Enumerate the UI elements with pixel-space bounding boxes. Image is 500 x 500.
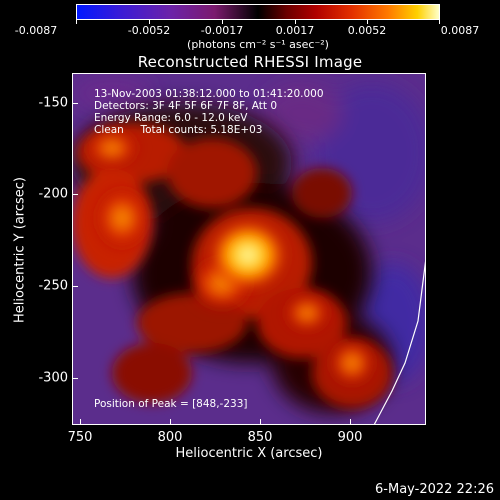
colorbar-tick (222, 20, 223, 24)
y-tick (72, 378, 78, 379)
colorbar-tick-label: 0.0087 (440, 24, 480, 37)
y-tick (72, 286, 78, 287)
colorbar-tick (295, 20, 296, 24)
plot-date: 6-May-2022 22:26 (375, 482, 494, 497)
colorbar-tick (149, 20, 150, 24)
reconstructed-image (72, 73, 426, 425)
colorbar-units: (photons cm⁻² s⁻¹ asec⁻²) (187, 38, 329, 51)
colorbar-tick-label: -0.0017 (200, 24, 244, 37)
y-tick-label: -250 (38, 278, 68, 294)
colorbar-tick (439, 20, 440, 24)
colorbar-tick-label: -0.0087 (14, 24, 58, 37)
image-title: Reconstructed RHESSI Image (137, 53, 363, 71)
x-tick-label: 750 (67, 430, 93, 445)
peak-position-text: Position of Peak = [848,-233] (94, 398, 248, 410)
energy-range-text: Energy Range: 6.0 - 12.0 keV (94, 112, 248, 124)
x-tick (170, 419, 171, 425)
y-tick (72, 103, 78, 104)
x-tick-label: 850 (247, 430, 273, 445)
colorbar-tick-label: 0.0052 (347, 24, 387, 37)
x-tick (80, 419, 81, 425)
y-axis-label: Heliocentric Y (arcsec) (12, 177, 28, 323)
colorbar-tick (367, 20, 368, 24)
colorbar-tick-label: 0.0017 (275, 24, 315, 37)
colorbar-tick (76, 20, 77, 24)
image-canvas (72, 73, 426, 425)
y-tick-label: -150 (38, 95, 68, 111)
x-tick-label: 800 (157, 430, 183, 445)
colorbar-tick-label: -0.0052 (127, 24, 171, 37)
x-tick (260, 419, 261, 425)
clean-counts-text: Clean Total counts: 5.18E+03 (94, 124, 263, 136)
detectors-text: Detectors: 3F 4F 5F 6F 7F 8F, Att 0 (94, 100, 278, 112)
y-tick (72, 194, 78, 195)
peak-source (208, 219, 288, 291)
time-range-text: 13-Nov-2003 01:38:12.000 to 01:41:20.000 (94, 88, 324, 100)
x-tick (350, 419, 351, 425)
x-tick-label: 900 (337, 430, 363, 445)
x-axis-label: Heliocentric X (arcsec) (175, 446, 323, 461)
solar-limb (373, 257, 426, 425)
y-tick-label: -300 (38, 370, 68, 386)
y-tick-label: -200 (38, 186, 68, 202)
colorbar (76, 4, 440, 20)
